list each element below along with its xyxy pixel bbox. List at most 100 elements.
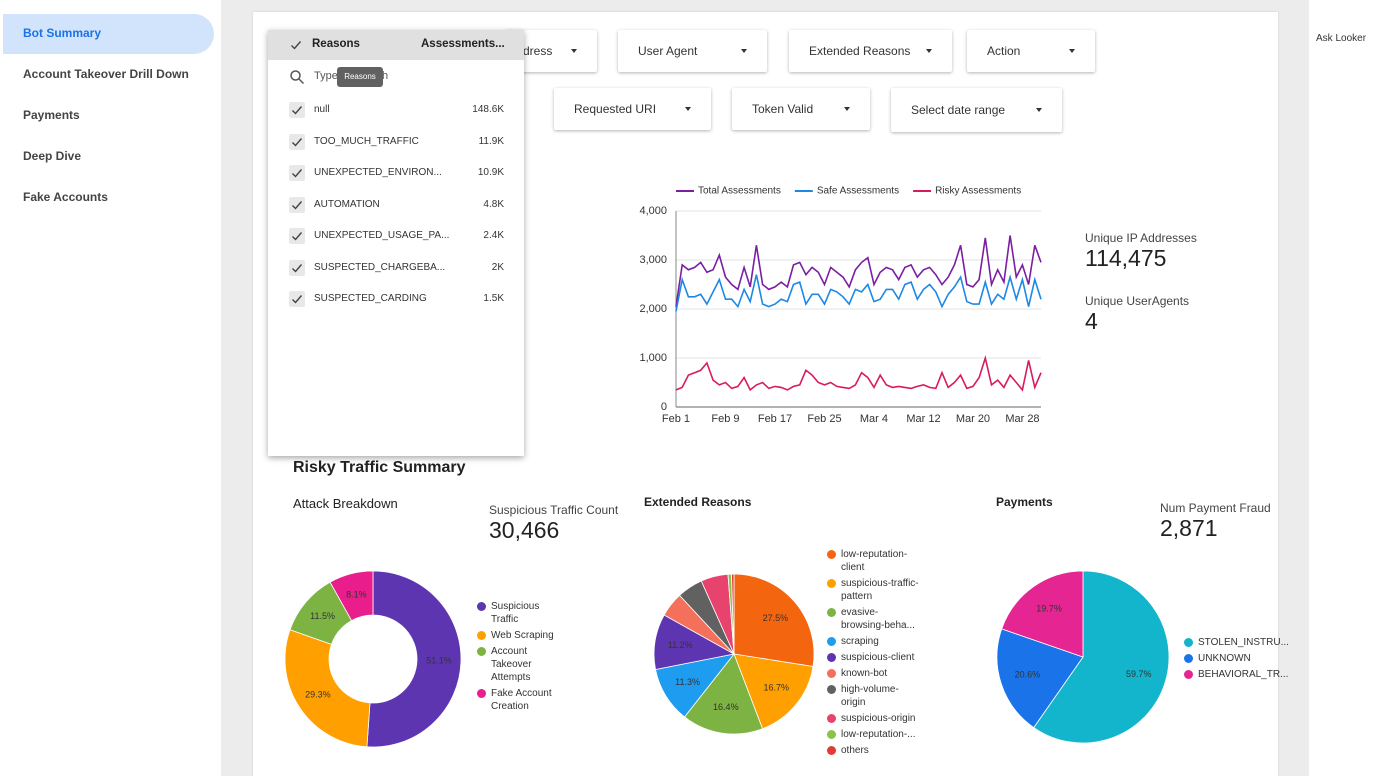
legend-label: scraping xyxy=(841,636,879,647)
legend-dot xyxy=(1184,670,1193,679)
legend-label: low-reputation-client xyxy=(841,549,908,573)
nav-item[interactable]: Account Takeover Drill Down xyxy=(23,67,189,81)
filter-label[interactable]: dress xyxy=(523,44,553,58)
filter-label[interactable]: Token Valid xyxy=(752,102,814,116)
legend-dot xyxy=(827,637,836,646)
legend-label: suspicious-origin xyxy=(841,713,916,724)
checkbox[interactable] xyxy=(289,196,305,213)
dropdown-row[interactable]: AUTOMATION 4.8K xyxy=(268,196,524,216)
row-value: 1.5K xyxy=(483,293,504,304)
filter[interactable]: Token Valid xyxy=(732,88,870,130)
row-value: 148.6K xyxy=(472,104,504,115)
line-series xyxy=(675,274,1042,312)
legend-item: high-volume-origin xyxy=(827,683,921,709)
dropdown-row[interactable]: UNEXPECTED_USAGE_PA... 2.4K xyxy=(268,227,524,247)
caret xyxy=(571,49,577,53)
stat-value: 4 xyxy=(1085,308,1098,334)
filter[interactable]: Select date range xyxy=(891,88,1062,132)
scorecard-label: Suspicious Traffic Count xyxy=(489,503,619,517)
legend-label: Fake Account Creation xyxy=(491,688,552,712)
dropdown-row[interactable]: null 148.6K xyxy=(268,101,524,121)
slice-label: 51.1% xyxy=(426,656,452,666)
checkbox[interactable] xyxy=(289,291,305,307)
legend-item: low-reputation-... xyxy=(827,728,921,741)
scorecard-value: 2,871 xyxy=(1160,515,1218,541)
filter[interactable]: User Agent xyxy=(618,30,767,72)
legend-dot xyxy=(827,653,836,662)
caret xyxy=(844,107,850,111)
legend-dot xyxy=(1184,654,1193,663)
search-input[interactable]: Type xyxy=(314,70,338,82)
slice-label: 8.1% xyxy=(346,590,367,600)
dropdown-column[interactable]: Assessments... xyxy=(421,38,505,50)
filter-label[interactable]: Select date range xyxy=(911,103,1006,117)
y-tick-label: 0 xyxy=(661,401,667,413)
row-label: SUSPECTED_CHARGEBA... xyxy=(314,261,446,273)
pie-slice xyxy=(284,629,371,748)
legend: STOLEN_INSTRU... UNKNOWN BEHAVIORAL_TR... xyxy=(1184,636,1289,684)
checkbox[interactable] xyxy=(289,102,305,118)
row-value: 10.9K xyxy=(477,167,504,178)
check-icon xyxy=(291,41,302,50)
legend-item: STOLEN_INSTRU... xyxy=(1184,636,1289,649)
nav-item[interactable]: Deep Dive xyxy=(23,149,82,163)
checkbox[interactable] xyxy=(289,133,305,150)
check-icon xyxy=(292,232,303,241)
dropdown-row[interactable]: SUSPECTED_CHARGEBA... 2K xyxy=(268,259,524,279)
nav-item[interactable]: Fake Accounts xyxy=(23,190,108,204)
nav-item[interactable]: Payments xyxy=(23,108,80,122)
dropdown-row[interactable]: TOO_MUCH_TRAFFIC 11.9K xyxy=(268,133,524,153)
slice-label: 16.4% xyxy=(713,702,739,712)
filter[interactable]: Extended Reasons xyxy=(789,30,952,72)
x-tick-label: Mar 4 xyxy=(860,413,888,425)
check-icon xyxy=(292,169,303,178)
slice-label: 11.2% xyxy=(668,640,693,650)
caret xyxy=(685,107,691,111)
chart-title: Attack Breakdown xyxy=(293,496,398,511)
legend-item: scraping xyxy=(827,635,921,648)
check-icon xyxy=(292,200,303,210)
x-tick-label: Feb 25 xyxy=(807,413,841,425)
slice-label: 27.5% xyxy=(763,613,789,623)
filter-label[interactable]: Extended Reasons xyxy=(809,44,911,58)
pie-slice xyxy=(684,653,764,735)
legend-item: evasive-browsing-beha... xyxy=(827,606,921,632)
filter[interactable]: Requested URI xyxy=(554,88,711,130)
checkbox[interactable] xyxy=(288,37,304,53)
tooltip-text: Reasons xyxy=(344,72,376,81)
legend-label: high-volume-origin xyxy=(841,684,899,708)
legend-item: suspicious-client xyxy=(827,651,921,664)
checkbox[interactable] xyxy=(289,259,305,276)
search-icon xyxy=(289,69,305,85)
nav-item[interactable]: Bot Summary xyxy=(23,26,102,40)
x-tick-label: Mar 28 xyxy=(1005,413,1039,425)
legend-item: BEHAVIORAL_TR... xyxy=(1184,668,1288,681)
dropdown-row[interactable]: SUSPECTED_CARDING 1.5K xyxy=(268,290,524,310)
legend-dot xyxy=(477,631,486,640)
x-tick-label: Mar 20 xyxy=(956,413,990,425)
row-value: 2K xyxy=(491,261,504,273)
scorecard-label: Num Payment Fraud xyxy=(1160,501,1271,515)
legend-label: others xyxy=(841,745,869,756)
y-tick-label: 4,000 xyxy=(639,205,667,217)
slice-label: 11.3% xyxy=(675,677,700,687)
checkbox[interactable] xyxy=(289,165,305,181)
caret xyxy=(1069,49,1075,53)
chart-title: Extended Reasons xyxy=(644,495,752,509)
dropdown-header[interactable]: Reasons xyxy=(312,38,360,50)
slice-label: 11.5% xyxy=(310,611,335,621)
legend-item: UNKNOWN xyxy=(1184,652,1288,665)
filter-label[interactable]: Action xyxy=(987,44,1021,58)
filter-label[interactable]: Requested URI xyxy=(574,102,657,116)
slice-label: 16.7% xyxy=(763,683,789,693)
ask-looker[interactable]: Ask Looker xyxy=(1316,33,1367,44)
pie-slice xyxy=(996,628,1084,729)
filter-label[interactable]: User Agent xyxy=(638,44,698,58)
legend-label: low-reputation-... xyxy=(841,729,916,740)
row-label: UNEXPECTED_ENVIRON... xyxy=(314,167,442,178)
dropdown-row[interactable]: UNEXPECTED_ENVIRON... 10.9K xyxy=(268,164,524,184)
filter[interactable]: Action xyxy=(967,30,1095,72)
checkbox[interactable] xyxy=(289,228,305,244)
